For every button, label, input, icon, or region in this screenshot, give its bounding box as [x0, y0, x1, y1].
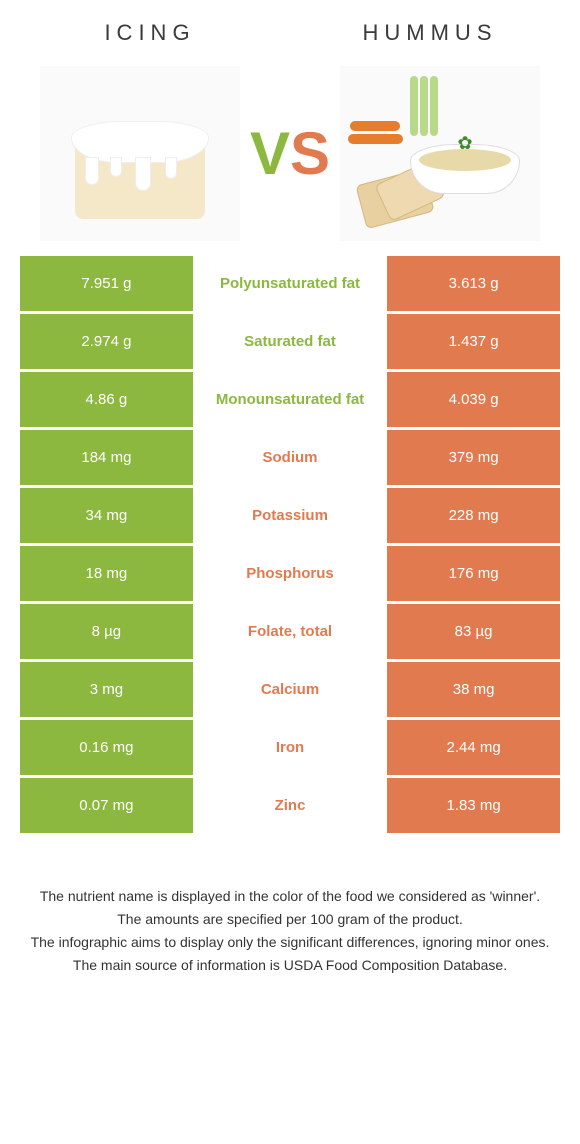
table-row: 3 mgCalcium38 mg [20, 662, 560, 717]
right-value: 1.437 g [387, 314, 560, 369]
table-row: 2.974 gSaturated fat1.437 g [20, 314, 560, 369]
table-row: 34 mgPotassium228 mg [20, 488, 560, 543]
nutrient-label: Monounsaturated fat [193, 372, 387, 427]
left-value: 2.974 g [20, 314, 193, 369]
right-value: 2.44 mg [387, 720, 560, 775]
right-food-image: ✿ [340, 66, 540, 241]
right-value: 1.83 mg [387, 778, 560, 833]
footer-notes: The nutrient name is displayed in the co… [0, 846, 580, 998]
nutrient-label: Sodium [193, 430, 387, 485]
table-row: 184 mgSodium379 mg [20, 430, 560, 485]
vs-s: S [290, 120, 330, 187]
nutrient-label: Potassium [193, 488, 387, 543]
nutrient-label: Polyunsaturated fat [193, 256, 387, 311]
right-value: 379 mg [387, 430, 560, 485]
left-value: 3 mg [20, 662, 193, 717]
footer-line-4: The main source of information is USDA F… [30, 955, 550, 976]
right-value: 228 mg [387, 488, 560, 543]
nutrient-label: Phosphorus [193, 546, 387, 601]
images-row: VS ✿ [0, 56, 580, 251]
table-row: 18 mgPhosphorus176 mg [20, 546, 560, 601]
nutrient-label: Calcium [193, 662, 387, 717]
nutrient-label: Saturated fat [193, 314, 387, 369]
nutrient-label: Zinc [193, 778, 387, 833]
left-value: 0.07 mg [20, 778, 193, 833]
table-row: 8 µgFolate, total83 µg [20, 604, 560, 659]
right-value: 38 mg [387, 662, 560, 717]
right-food-title: Hummus [304, 20, 556, 46]
header: Icing Hummus [0, 0, 580, 56]
vs-v: V [250, 120, 290, 187]
left-value: 4.86 g [20, 372, 193, 427]
left-food-title: Icing [24, 20, 276, 46]
comparison-table: 7.951 gPolyunsaturated fat3.613 g2.974 g… [0, 251, 580, 846]
footer-line-3: The infographic aims to display only the… [30, 932, 550, 953]
left-food-image [40, 66, 240, 241]
left-value: 184 mg [20, 430, 193, 485]
table-row: 0.07 mgZinc1.83 mg [20, 778, 560, 833]
right-value: 83 µg [387, 604, 560, 659]
footer-line-2: The amounts are specified per 100 gram o… [30, 909, 550, 930]
left-value: 0.16 mg [20, 720, 193, 775]
table-row: 7.951 gPolyunsaturated fat3.613 g [20, 256, 560, 311]
right-value: 3.613 g [387, 256, 560, 311]
nutrient-label: Folate, total [193, 604, 387, 659]
table-row: 4.86 gMonounsaturated fat4.039 g [20, 372, 560, 427]
right-value: 176 mg [387, 546, 560, 601]
right-value: 4.039 g [387, 372, 560, 427]
table-row: 0.16 mgIron2.44 mg [20, 720, 560, 775]
left-value: 8 µg [20, 604, 193, 659]
left-value: 7.951 g [20, 256, 193, 311]
left-value: 18 mg [20, 546, 193, 601]
footer-line-1: The nutrient name is displayed in the co… [30, 886, 550, 907]
nutrient-label: Iron [193, 720, 387, 775]
vs-label: VS [250, 119, 330, 188]
left-value: 34 mg [20, 488, 193, 543]
